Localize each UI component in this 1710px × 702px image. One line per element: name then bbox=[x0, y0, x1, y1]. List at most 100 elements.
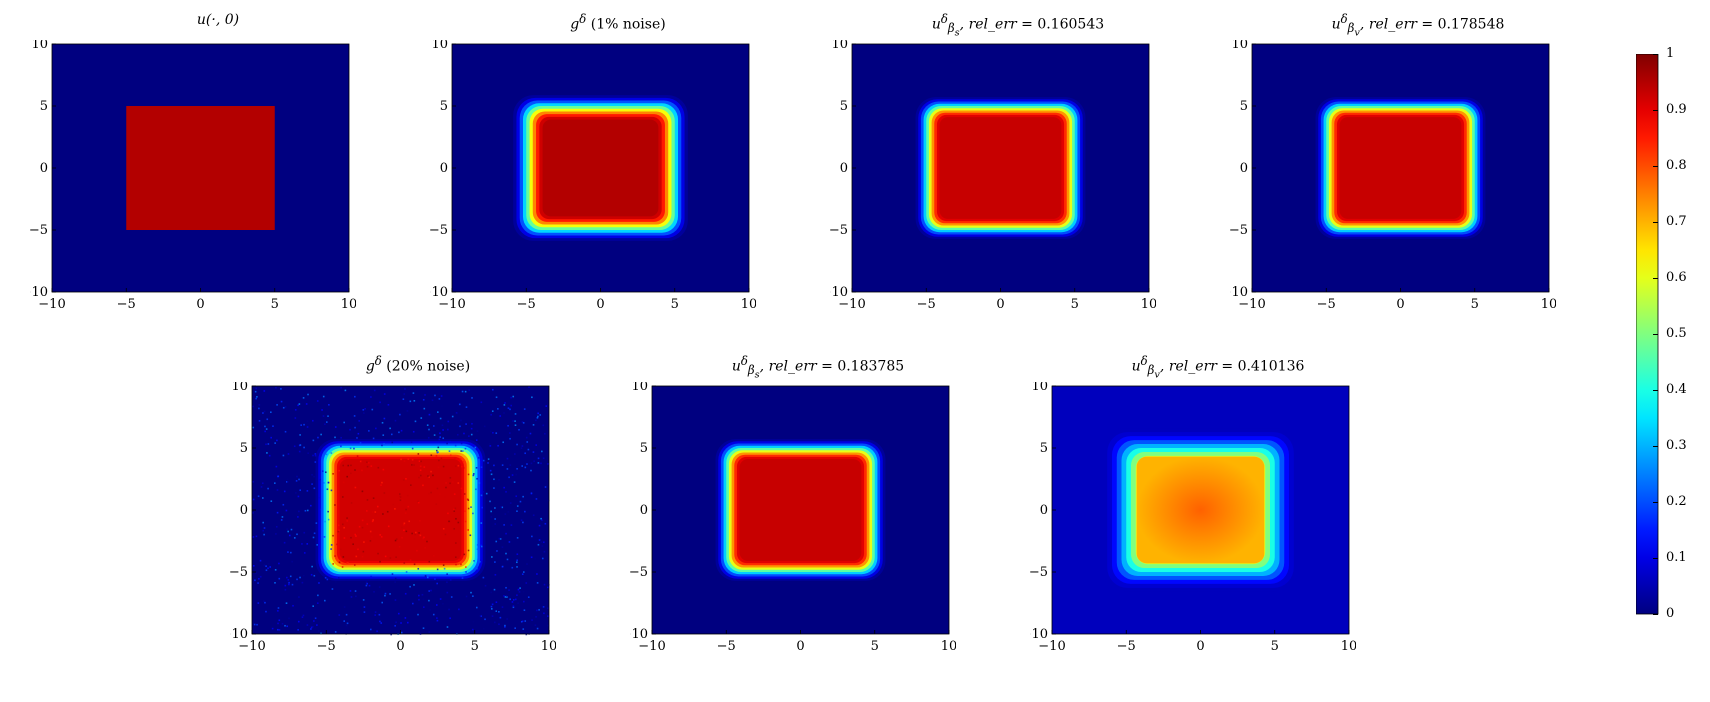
x-tick-label: 10 bbox=[341, 297, 356, 310]
colorbar-tick-label: 0.2 bbox=[1666, 494, 1687, 509]
heatmap-plot: −10 −5 0 5 10 −10 −5 0 5 10 bbox=[430, 40, 756, 310]
y-tick-label: 5 bbox=[1240, 99, 1248, 114]
y-tick-label: 5 bbox=[240, 441, 248, 456]
y-tick-label: 5 bbox=[40, 99, 48, 114]
y-tick-label: 0 bbox=[840, 161, 848, 176]
x-tick-label: −5 bbox=[317, 639, 336, 652]
x-tick-label: 10 bbox=[1341, 639, 1356, 652]
y-tick-label: 5 bbox=[640, 441, 648, 456]
y-tick-label: 10 bbox=[1231, 40, 1248, 52]
y-tick-label: 5 bbox=[440, 99, 448, 114]
x-tick-label: 0 bbox=[796, 639, 804, 652]
x-tick-label: −10 bbox=[838, 297, 865, 310]
x-tick-label: −5 bbox=[717, 639, 736, 652]
y-tick-label: 0 bbox=[40, 161, 48, 176]
y-tick-label: 10 bbox=[831, 40, 848, 52]
colorbar-tick-label: 0.9 bbox=[1666, 102, 1687, 117]
heatmap-square bbox=[712, 436, 889, 584]
panel-title: gδ (1% noise) bbox=[570, 12, 666, 33]
x-tick-label: 5 bbox=[1071, 297, 1079, 310]
heatmap-square bbox=[312, 436, 489, 584]
panel-title: u(·, 0) bbox=[196, 12, 240, 28]
heatmap-plot: −10 −5 0 5 10 −10 −5 0 5 10 bbox=[830, 40, 1156, 310]
y-tick-label: −5 bbox=[230, 565, 248, 580]
colorbar-tick bbox=[1653, 54, 1658, 55]
colorbar-tick bbox=[1653, 558, 1658, 559]
x-tick-label: −10 bbox=[1238, 297, 1265, 310]
x-tick-label: −10 bbox=[638, 639, 665, 652]
y-tick-label: −5 bbox=[1230, 223, 1248, 238]
x-tick-label: 0 bbox=[196, 297, 204, 310]
y-tick-label: 10 bbox=[631, 382, 648, 394]
x-tick-label: −5 bbox=[117, 297, 136, 310]
colorbar bbox=[1636, 54, 1659, 615]
y-tick-label: −10 bbox=[230, 627, 248, 642]
x-tick-label: 0 bbox=[996, 297, 1004, 310]
heatmap-plot: −10 −5 0 5 10 −10 −5 0 5 10 bbox=[1230, 40, 1556, 310]
y-tick-label: 10 bbox=[431, 40, 448, 52]
y-tick-label: 10 bbox=[231, 382, 248, 394]
colorbar-tick-label: 0.1 bbox=[1666, 550, 1687, 565]
x-tick-label: 5 bbox=[671, 297, 679, 310]
heatmap-plot: −10 −5 0 5 10 −10 −5 0 5 10 bbox=[1030, 382, 1356, 652]
colorbar-tick-label: 0.4 bbox=[1666, 382, 1687, 397]
x-tick-label: 5 bbox=[1271, 639, 1279, 652]
y-tick-label: −10 bbox=[630, 627, 648, 642]
colorbar-tick bbox=[1653, 166, 1658, 167]
y-tick-label: −10 bbox=[830, 285, 848, 300]
heatmap-noise bbox=[252, 386, 550, 636]
y-tick-label: −5 bbox=[830, 223, 848, 238]
y-tick-label: −5 bbox=[1030, 565, 1048, 580]
colorbar-tick bbox=[1653, 334, 1658, 335]
y-tick-label: −5 bbox=[630, 565, 648, 580]
heatmap-plot: −10 −5 0 5 10 −10 −5 0 5 10 bbox=[630, 382, 956, 652]
x-tick-label: 10 bbox=[1541, 297, 1556, 310]
y-tick-label: −5 bbox=[30, 223, 48, 238]
heatmap-plot: −10 −5 0 5 10 −10 −5 0 5 10 bbox=[230, 382, 556, 652]
panel-title: gδ (20% noise) bbox=[365, 354, 471, 375]
heatmap-square bbox=[126, 106, 275, 230]
colorbar-tick-label: 0.7 bbox=[1666, 214, 1687, 229]
y-tick-label: 5 bbox=[840, 99, 848, 114]
panel-title: uδβs, rel_err = 0.160543 bbox=[931, 12, 1105, 39]
heatmap-square bbox=[509, 92, 692, 244]
x-tick-label: 5 bbox=[271, 297, 279, 310]
x-tick-label: 5 bbox=[471, 639, 479, 652]
y-tick-label: −10 bbox=[1230, 285, 1248, 300]
x-tick-label: 0 bbox=[596, 297, 604, 310]
x-tick-label: 0 bbox=[1396, 297, 1404, 310]
y-tick-label: 0 bbox=[1240, 161, 1248, 176]
colorbar-tick-label: 0.5 bbox=[1666, 326, 1687, 341]
y-tick-label: 0 bbox=[440, 161, 448, 176]
x-tick-label: −10 bbox=[438, 297, 465, 310]
heatmap-plot: −10 −5 0 5 10 −10 −5 0 5 10 bbox=[30, 40, 356, 310]
colorbar-tick-label: 0 bbox=[1666, 606, 1675, 621]
y-tick-label: −10 bbox=[30, 285, 48, 300]
colorbar-tick-label: 0.3 bbox=[1666, 438, 1687, 453]
colorbar-tick bbox=[1653, 222, 1658, 223]
x-tick-label: −5 bbox=[1317, 297, 1336, 310]
x-tick-label: −10 bbox=[1038, 639, 1065, 652]
y-tick-label: 0 bbox=[1040, 503, 1048, 518]
y-tick-label: 5 bbox=[1040, 441, 1048, 456]
y-tick-label: 10 bbox=[1031, 382, 1048, 394]
colorbar-tick-label: 0.6 bbox=[1666, 270, 1687, 285]
colorbar-tick-label: 0.8 bbox=[1666, 158, 1687, 173]
heatmap-square bbox=[912, 94, 1089, 242]
panel-title: uδβv, rel_err = 0.410136 bbox=[1131, 354, 1305, 381]
x-tick-label: 0 bbox=[1196, 639, 1204, 652]
y-tick-label: 0 bbox=[640, 503, 648, 518]
x-tick-label: 10 bbox=[941, 639, 956, 652]
x-tick-label: 5 bbox=[1471, 297, 1479, 310]
x-tick-label: −10 bbox=[238, 639, 265, 652]
x-tick-label: −5 bbox=[517, 297, 536, 310]
y-tick-label: 10 bbox=[31, 40, 48, 52]
colorbar-tick bbox=[1653, 502, 1658, 503]
y-tick-label: −5 bbox=[430, 223, 448, 238]
x-tick-label: 10 bbox=[541, 639, 556, 652]
colorbar-tick bbox=[1653, 614, 1658, 615]
panel-title: uδβv, rel_err = 0.178548 bbox=[1331, 12, 1505, 39]
panel-title: uδβs, rel_err = 0.183785 bbox=[731, 354, 905, 381]
colorbar-tick-label: 1 bbox=[1666, 46, 1675, 61]
x-tick-label: −5 bbox=[1117, 639, 1136, 652]
